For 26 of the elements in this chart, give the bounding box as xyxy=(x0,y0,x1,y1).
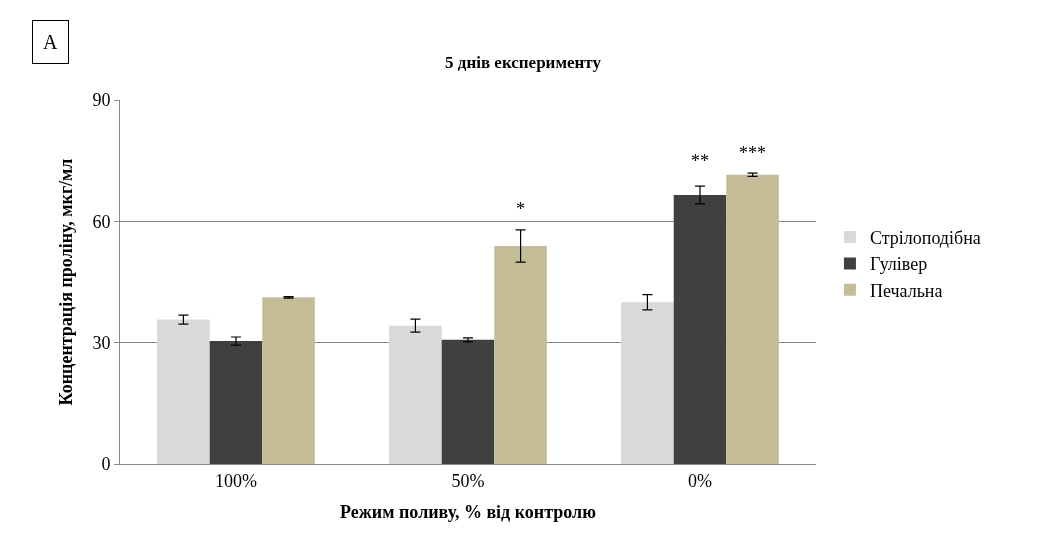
y-tick-label: 60 xyxy=(92,211,111,232)
x-tick-label: 50% xyxy=(451,470,485,491)
annotation: ** xyxy=(691,151,709,171)
bar xyxy=(157,319,210,464)
x-axis-title: Режим поливу, % від контролю xyxy=(340,501,597,522)
bar xyxy=(209,341,263,464)
chart-title: 5 днів експерименту xyxy=(445,52,602,72)
legend-label: Стрілоподібна xyxy=(869,228,981,249)
y-tick-label: 30 xyxy=(92,332,111,353)
bar xyxy=(726,174,779,464)
bar xyxy=(389,325,442,464)
annotation: * xyxy=(516,199,525,219)
bar xyxy=(673,195,727,464)
text: A xyxy=(43,31,58,53)
bar xyxy=(262,297,315,464)
y-axis-title: Концентрація проліну, мкг/мл xyxy=(55,158,76,406)
bar xyxy=(621,302,674,464)
x-tick-label: 100% xyxy=(215,470,257,491)
legend-label: Гулівер xyxy=(869,254,928,275)
annotation: *** xyxy=(739,143,766,163)
bar xyxy=(441,339,495,464)
bar xyxy=(494,246,547,464)
legend-label: Печальна xyxy=(869,280,943,301)
y-tick-label: 0 xyxy=(101,454,111,475)
x-tick-label: 0% xyxy=(688,470,712,491)
y-tick-label: 90 xyxy=(92,90,111,111)
